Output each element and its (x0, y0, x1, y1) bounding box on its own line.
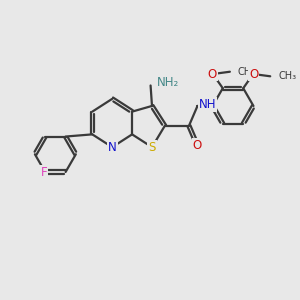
Text: CH₃: CH₃ (278, 71, 296, 81)
Text: S: S (148, 141, 156, 154)
Text: O: O (208, 68, 217, 80)
Text: F: F (40, 166, 47, 179)
Text: O: O (249, 68, 258, 80)
Text: NH: NH (199, 98, 216, 111)
Text: N: N (108, 141, 117, 154)
Text: F: F (40, 166, 47, 179)
Text: CH₃: CH₃ (238, 67, 256, 77)
Text: NH₂: NH₂ (157, 76, 179, 89)
Text: O: O (193, 139, 202, 152)
